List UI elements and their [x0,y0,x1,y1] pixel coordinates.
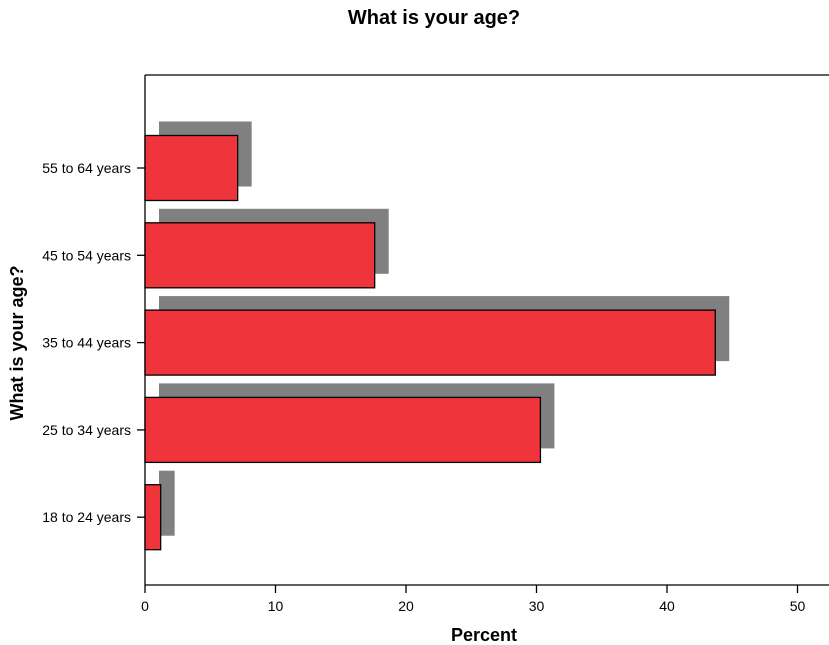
bar-shadow [159,470,175,536]
y-axis-title: What is your age? [7,265,27,420]
x-tick-label: 40 [659,598,675,614]
x-tick-label: 20 [398,598,414,614]
y-tick-label: 35 to 44 years [42,335,131,351]
bar [144,222,376,289]
x-tick-label: 10 [268,598,284,614]
plot-area: 55 to 64 years 45 to 54 years 35 to 44 yea… [42,74,829,614]
x-tick-label: 50 [790,598,806,614]
bar [144,134,239,202]
bar [144,484,162,551]
y-tick-label: 45 to 54 years [42,247,131,263]
x-tick-label: 0 [141,598,149,614]
x-axis-title: Percent [451,625,517,645]
y-tick-label: 55 to 64 years [42,160,131,176]
bar [144,396,542,464]
x-tick-label: 30 [529,598,545,614]
chart-title: What is your age? [348,7,520,29]
y-tick-label: 18 to 24 years [42,509,131,525]
y-tick-label: 25 to 34 years [42,422,131,438]
bar [144,309,716,376]
